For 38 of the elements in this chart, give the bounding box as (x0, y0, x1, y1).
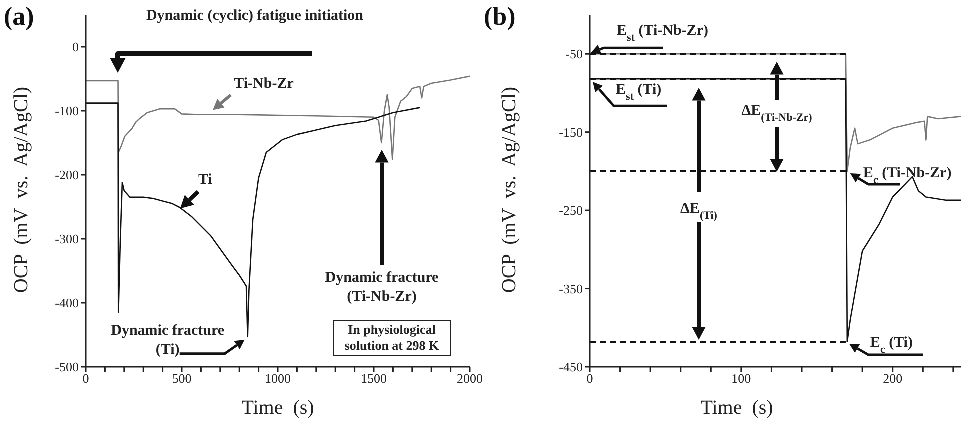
x-axis-title: Time (s) (700, 397, 774, 420)
annotation: E$_{st}$ (Ti) (616, 82, 662, 104)
y-tick-label: -200 (55, 168, 79, 183)
chart-title: (a) (4, 2, 34, 32)
annotation: ΔE$_{(Ti-Nb-Zr)}$ (742, 103, 813, 124)
x-tick-label: 0 (82, 371, 90, 386)
x-tick-label: 100 (732, 371, 752, 386)
annotation: Dynamic (cyclic) fatigue initiation (146, 8, 364, 24)
annotation: E$_{c}$ (Ti-Nb-Zr) (863, 165, 952, 186)
annotation: E$_{st}$ (Ti-Nb-Zr) (617, 23, 708, 44)
x-axis-title: Time (s) (242, 397, 314, 420)
y-tick-label: -250 (559, 203, 583, 218)
annotation: ΔE$_{(Ti)}$ (680, 201, 718, 222)
series-label: Ti (198, 172, 212, 188)
y-tick-label: -350 (559, 281, 583, 296)
x-tick-label: 1000 (265, 371, 291, 386)
y-tick-label: -450 (559, 360, 583, 375)
y-tick-label: -100 (55, 104, 79, 119)
series-label: Ti-Nb-Zr (234, 76, 294, 92)
y-axis-title: OCP (mV vs. Ag/AgCl) (10, 86, 34, 294)
annotation: Dynamic fracture (Ti) (111, 322, 225, 358)
annotation: In physiological solution at 298 K (336, 322, 448, 354)
x-tick-label: 500 (172, 371, 192, 386)
annotation: Dynamic fracture (Ti-Nb-Zr) (325, 270, 440, 305)
x-tick-label: 1500 (361, 371, 387, 386)
chart-title: (b) (484, 2, 516, 32)
y-tick-label: -500 (55, 360, 79, 375)
x-tick-label: 0 (586, 371, 594, 386)
y-tick-label: -400 (55, 296, 79, 311)
x-tick-label: 2000 (457, 371, 483, 386)
y-tick-label: -150 (559, 124, 583, 140)
annotation: E$_{c}$ (Ti) (870, 334, 913, 356)
x-tick-label: 200 (883, 371, 903, 386)
y-tick-label: -300 (55, 232, 79, 247)
y-tick-label: 0 (72, 40, 79, 55)
y-tick-label: -50 (566, 46, 583, 62)
line-series (86, 76, 470, 160)
y-axis-title: OCP (mV vs. Ag/AgCl) (498, 86, 522, 294)
